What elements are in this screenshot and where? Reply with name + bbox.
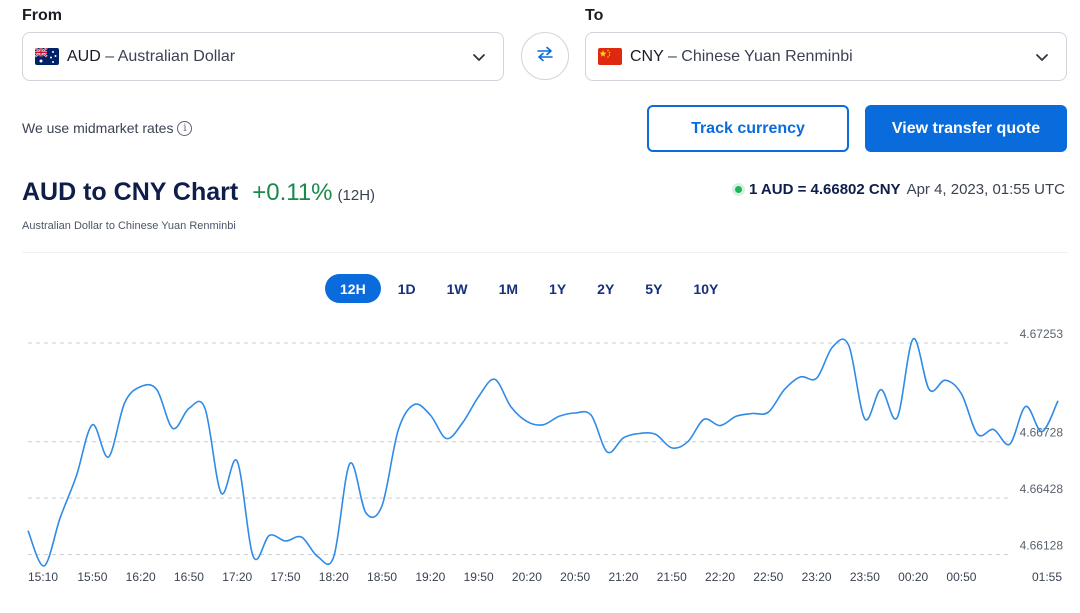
period-selector: 12H 1D 1W 1M 1Y 2Y 5Y 10Y: [325, 274, 735, 303]
x-tick-label: 23:20: [802, 570, 832, 584]
x-tick-label: 15:50: [77, 570, 107, 584]
rate-date: Apr 4, 2023, 01:55 UTC: [906, 181, 1065, 198]
period-tab-1w[interactable]: 1W: [446, 280, 468, 297]
y-tick-label: 4.66428: [1020, 482, 1064, 496]
period-tab-10y[interactable]: 10Y: [693, 280, 719, 297]
y-tick-label: 4.66728: [1020, 426, 1064, 440]
chevron-down-icon: [471, 49, 487, 65]
x-tick-label: 17:20: [222, 570, 252, 584]
x-tick-label: 18:50: [367, 570, 397, 584]
percent-change: +0.11%: [252, 179, 333, 206]
chart-subtitle: Australian Dollar to Chinese Yuan Renmin…: [22, 220, 236, 232]
swap-arrows-icon: [536, 46, 554, 67]
australia-flag-icon: [35, 48, 59, 65]
live-status-dot: [734, 186, 742, 193]
x-tick-label: 19:50: [464, 570, 494, 584]
midmarket-text: We use midmarket rates: [22, 120, 174, 136]
chart-heading: AUD to CNY Chart +0.11% (12H): [22, 178, 375, 207]
x-tick-label: 15:10: [28, 570, 58, 584]
to-label: To: [585, 7, 604, 24]
change-period: (12H): [337, 187, 376, 204]
x-tick-label: 22:50: [753, 570, 783, 584]
x-tick-label: 16:20: [126, 570, 156, 584]
rate-value: 1 AUD = 4.66802 CNY: [748, 181, 901, 198]
divider: [22, 252, 1067, 253]
period-tab-1y[interactable]: 1Y: [549, 280, 567, 297]
to-currency-text: CNY – Chinese Yuan Renminbi: [630, 47, 853, 65]
period-tab-5y[interactable]: 5Y: [645, 280, 663, 297]
y-tick-label: 4.66128: [1020, 539, 1064, 553]
x-tick-label: 16:50: [174, 570, 204, 584]
china-flag-icon: [598, 48, 622, 65]
x-tick-label: 01:55: [1032, 570, 1062, 584]
view-transfer-quote-button[interactable]: View transfer quote: [865, 105, 1067, 152]
exchange-rate-chart[interactable]: 4.66128 4.66428 4.66728 4.67253 15:10 15:50 16…: [0, 320, 1080, 613]
midmarket-note: We use midmarket rates i: [22, 120, 193, 136]
info-icon[interactable]: i: [177, 120, 193, 136]
x-tick-label: 22:20: [705, 570, 735, 584]
period-tab-2y[interactable]: 2Y: [597, 280, 615, 297]
x-tick-label: 23:50: [850, 570, 880, 584]
swap-currencies-button[interactable]: [521, 32, 569, 80]
current-rate: 1 AUD = 4.66802 CNY Apr 4, 2023, 01:55 U…: [734, 181, 1065, 198]
track-currency-button[interactable]: Track currency: [647, 105, 849, 152]
x-tick-label: 21:20: [608, 570, 638, 584]
chart-title: AUD to CNY Chart: [22, 178, 239, 206]
x-tick-label: 19:20: [415, 570, 445, 584]
x-tick-label: 00:50: [946, 570, 976, 584]
y-tick-label: 4.67253: [1020, 327, 1064, 341]
period-tab-1d[interactable]: 1D: [397, 280, 416, 297]
chevron-down-icon: [1034, 49, 1050, 65]
from-label: From: [22, 7, 62, 24]
x-tick-label: 21:50: [657, 570, 687, 584]
x-tick-label: 00:20: [898, 570, 928, 584]
period-tab-12h[interactable]: 12H: [325, 274, 381, 303]
to-currency-select[interactable]: CNY – Chinese Yuan Renminbi: [585, 32, 1067, 81]
x-tick-label: 18:20: [319, 570, 349, 584]
from-currency-select[interactable]: AUD – Australian Dollar: [22, 32, 504, 81]
from-currency-text: AUD – Australian Dollar: [67, 47, 236, 65]
x-tick-label: 17:50: [270, 570, 300, 584]
x-tick-label: 20:50: [560, 570, 590, 584]
x-tick-label: 20:20: [512, 570, 542, 584]
period-tab-1m[interactable]: 1M: [498, 280, 519, 297]
rate-series-line: [27, 338, 1059, 567]
